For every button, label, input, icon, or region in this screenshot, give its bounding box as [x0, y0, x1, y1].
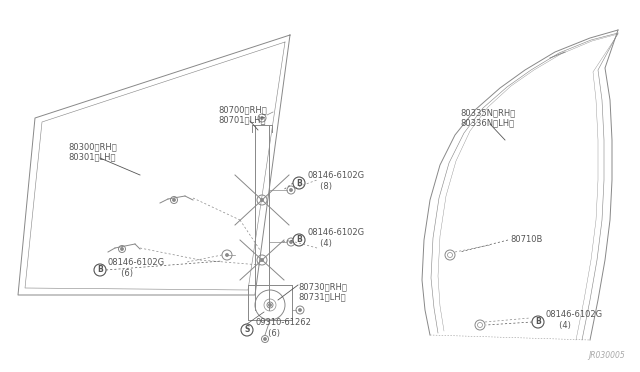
Text: 09310-61262
     (6): 09310-61262 (6) — [255, 318, 311, 338]
Circle shape — [532, 316, 544, 328]
Text: 80700〈RH〉
80701〈LH〉: 80700〈RH〉 80701〈LH〉 — [218, 105, 267, 124]
Text: JR030005: JR030005 — [588, 351, 625, 360]
Text: B: B — [535, 317, 541, 327]
Circle shape — [241, 324, 253, 336]
Circle shape — [299, 309, 301, 311]
Circle shape — [293, 177, 305, 189]
Circle shape — [264, 338, 266, 340]
Text: B: B — [296, 179, 302, 187]
Circle shape — [290, 189, 292, 191]
Circle shape — [261, 259, 263, 261]
Text: B: B — [296, 235, 302, 244]
Text: 08146-6102G
     (4): 08146-6102G (4) — [546, 310, 603, 330]
Circle shape — [226, 254, 228, 256]
Text: 08146-6102G
     (8): 08146-6102G (8) — [307, 171, 364, 191]
Text: 08146-6102G
     (4): 08146-6102G (4) — [307, 228, 364, 248]
Circle shape — [121, 248, 123, 250]
Text: 08146-6102G
     (6): 08146-6102G (6) — [108, 258, 165, 278]
Text: 80300〈RH〉
80301〈LH〉: 80300〈RH〉 80301〈LH〉 — [68, 142, 116, 161]
Circle shape — [261, 117, 263, 119]
Circle shape — [293, 234, 305, 246]
Circle shape — [173, 199, 175, 201]
Circle shape — [94, 264, 106, 276]
Circle shape — [261, 199, 263, 201]
Text: 80730〈RH〉
80731〈LH〉: 80730〈RH〉 80731〈LH〉 — [298, 282, 347, 301]
Text: S: S — [244, 326, 250, 334]
Text: 80710B: 80710B — [510, 235, 542, 244]
Text: B: B — [97, 266, 103, 275]
Circle shape — [290, 241, 292, 243]
Circle shape — [269, 304, 271, 306]
Text: 80335N〈RH〉
80336N〈LH〉: 80335N〈RH〉 80336N〈LH〉 — [460, 108, 515, 127]
